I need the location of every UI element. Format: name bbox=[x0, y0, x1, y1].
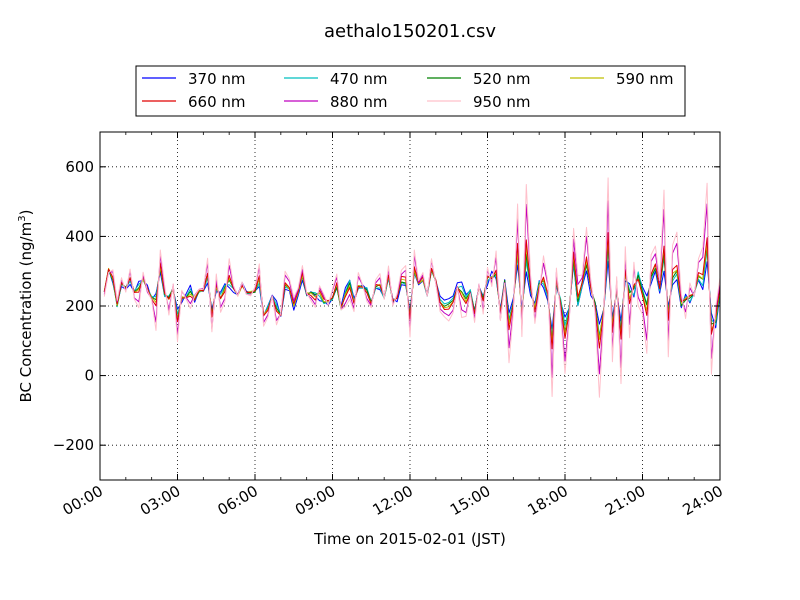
x-axis-label: Time on 2015-02-01 (JST) bbox=[313, 530, 506, 548]
y-axis-label-main: BC Concentration (ng/m bbox=[17, 222, 35, 403]
legend-label: 590 nm bbox=[616, 70, 674, 88]
grid-lines bbox=[100, 132, 720, 480]
y-tick-label: 200 bbox=[65, 297, 94, 315]
legend-box bbox=[135, 65, 686, 117]
legend-label: 520 nm bbox=[473, 70, 531, 88]
legend-label: 660 nm bbox=[188, 93, 246, 111]
y-tick-label: 600 bbox=[65, 158, 94, 176]
legend-label: 880 nm bbox=[330, 93, 388, 111]
axis-ticks bbox=[99, 132, 721, 480]
y-axis-label: BC Concentration (ng/m3) bbox=[17, 210, 35, 403]
y-axis-label-tail: ) bbox=[17, 210, 35, 216]
legend-label: 470 nm bbox=[330, 70, 388, 88]
y-tick-labels: −200 0 200 400 600 bbox=[53, 158, 94, 454]
y-axis-label-sup: 3 bbox=[17, 215, 28, 221]
y-tick-label: 400 bbox=[65, 227, 94, 245]
y-tick-label: −200 bbox=[53, 436, 94, 454]
legend-label: 370 nm bbox=[188, 70, 246, 88]
chart-title: aethalo150201.csv bbox=[324, 21, 496, 42]
y-tick-label: 0 bbox=[84, 367, 94, 385]
legend: 370 nm 470 nm 520 nm 590 nm 660 nm 880 nm 950 … bbox=[135, 65, 686, 117]
legend-label: 950 nm bbox=[473, 93, 531, 111]
